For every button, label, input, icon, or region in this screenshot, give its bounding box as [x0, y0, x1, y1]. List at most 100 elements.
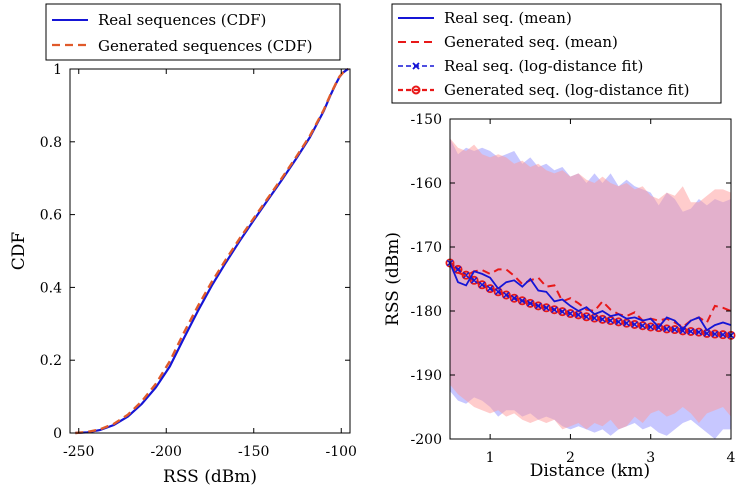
marker-real-fit	[599, 316, 606, 323]
series-line-real-mean	[449, 262, 732, 332]
marker-real-fit	[663, 325, 671, 333]
right-chart-marks	[445, 138, 736, 439]
marker-real-fit	[639, 322, 646, 330]
left-y-axis-label: CDF	[9, 232, 29, 271]
marker-real-fit	[623, 319, 630, 327]
right-y-tick-label: -200	[411, 432, 442, 448]
marker-real-fit	[647, 323, 655, 331]
left-y-tick-label: 1	[53, 62, 62, 78]
marker-generated-fit	[517, 296, 527, 306]
legend-label-real-cdf: Real sequences (CDF)	[98, 11, 266, 29]
legend-label-generated-cdf: Generated sequences (CDF)	[98, 37, 313, 55]
marker-generated-fit	[477, 280, 487, 290]
marker-generated-fit	[614, 317, 624, 327]
marker-real-fit	[478, 281, 486, 289]
marker-generated-fit	[630, 319, 640, 329]
left-chart: -250 -200 -150 -100 0 0.2 0.4 0.6 0.8 1 RSS (dBm)…	[9, 3, 357, 487]
marker-generated-fit	[541, 303, 551, 313]
marker-generated-fit	[694, 327, 704, 337]
marker-real-fit	[486, 285, 494, 292]
marker-real-fit	[510, 294, 518, 302]
marker-generated-fit	[654, 323, 664, 333]
marker-real-fit	[454, 266, 462, 273]
marker-real-fit	[631, 321, 638, 328]
right-x-tick-label: 4	[727, 450, 736, 466]
marker-real-fit	[470, 276, 478, 284]
marker-generated-fit	[525, 298, 535, 308]
marker-real-fit	[535, 302, 542, 310]
legend-label-generated-fit: Generated seq. (log-distance fit)	[444, 81, 690, 99]
marker-real-fit	[687, 328, 695, 335]
right-legend: Real seq. (mean) Generated seq. (mean) R…	[391, 3, 722, 104]
right-plot-frame	[449, 118, 732, 440]
left-x-axis-label: RSS (dBm)	[163, 467, 257, 487]
right-y-tick-label: -190	[411, 368, 442, 384]
right-x-axis-label: Distance (km)	[530, 461, 650, 481]
right-chart: 1 2 3 4 -200 -190 -180 -170 -160 -150 Distance (k…	[383, 3, 736, 481]
legend-label-real-fit: Real seq. (log-distance fit)	[444, 57, 643, 75]
left-x-tick-label: -250	[63, 444, 94, 460]
marker-real-fit	[615, 318, 622, 326]
marker-real-fit	[695, 328, 703, 336]
marker-real-fit	[543, 304, 550, 312]
right-x-tick-label: 1	[486, 450, 495, 466]
marker-generated-fit	[533, 301, 543, 311]
marker-real-fit	[583, 313, 590, 321]
marker-generated-fit	[670, 325, 680, 335]
left-y-tick-label: 0.4	[40, 280, 62, 296]
marker-generated-fit	[509, 293, 519, 303]
right-axis-ticks: 1 2 3 4 -200 -190 -180 -170 -160 -150	[411, 112, 736, 466]
marker-generated-fit	[549, 305, 559, 315]
right-y-tick-label: -170	[411, 240, 442, 256]
legend-label-generated-mean: Generated seq. (mean)	[444, 33, 618, 51]
left-x-tick-label: -200	[151, 444, 182, 460]
marker-real-fit	[559, 308, 566, 315]
marker-real-fit	[703, 330, 711, 337]
left-y-tick-label: 0.8	[40, 135, 62, 151]
marker-real-fit	[567, 310, 574, 317]
legend-label-real-mean: Real seq. (mean)	[444, 9, 572, 27]
right-y-tick-label: -160	[411, 176, 442, 192]
marker-real-fit	[679, 327, 687, 335]
marker-real-fit	[502, 291, 510, 299]
marker-real-fit	[607, 317, 614, 324]
legend-swatch-real-fit-marker	[412, 62, 420, 70]
marker-real-fit	[551, 306, 558, 314]
left-x-tick-label: -100	[326, 444, 357, 460]
legend-swatch-generated-fit-marker	[411, 85, 421, 95]
left-plot-frame	[69, 68, 351, 434]
band-generated-spread	[450, 138, 731, 430]
marker-real-fit	[575, 311, 582, 319]
series-line-generated-cdf	[75, 67, 349, 435]
left-x-tick-label: -150	[238, 444, 269, 460]
right-legend-box	[391, 3, 722, 104]
left-axis-ticks: -250 -200 -150 -100 0 0.2 0.4 0.6 0.8 1	[40, 62, 357, 460]
left-chart-marks	[75, 67, 349, 435]
marker-generated-fit	[501, 290, 511, 300]
marker-real-fit	[494, 288, 502, 296]
marker-real-fit	[671, 326, 679, 333]
left-legend: Real sequences (CDF) Generated sequences…	[45, 3, 341, 61]
right-x-tick-label: 3	[646, 450, 655, 466]
left-y-tick-label: 0.2	[40, 353, 62, 369]
marker-generated-fit	[485, 284, 495, 294]
marker-real-fit	[719, 331, 727, 338]
left-y-tick-label: 0.6	[40, 208, 62, 224]
left-legend-box	[45, 3, 341, 61]
marker-real-fit	[711, 330, 719, 338]
right-x-tick-label: 2	[566, 450, 575, 466]
marker-generated-fit	[638, 321, 648, 331]
right-y-axis-label: RSS (dBm)	[383, 232, 403, 326]
marker-generated-fit	[557, 307, 567, 317]
marker-generated-fit	[581, 312, 591, 322]
right-y-tick-label: -180	[411, 304, 442, 320]
marker-real-fit	[518, 297, 526, 305]
left-y-tick-label: 0	[53, 426, 62, 442]
marker-generated-fit	[469, 275, 479, 285]
marker-real-fit	[591, 314, 598, 322]
right-y-tick-label: -150	[411, 112, 442, 128]
series-line-real-cdf	[75, 68, 349, 435]
marker-real-fit	[526, 300, 534, 307]
marker-generated-fit	[565, 309, 575, 319]
